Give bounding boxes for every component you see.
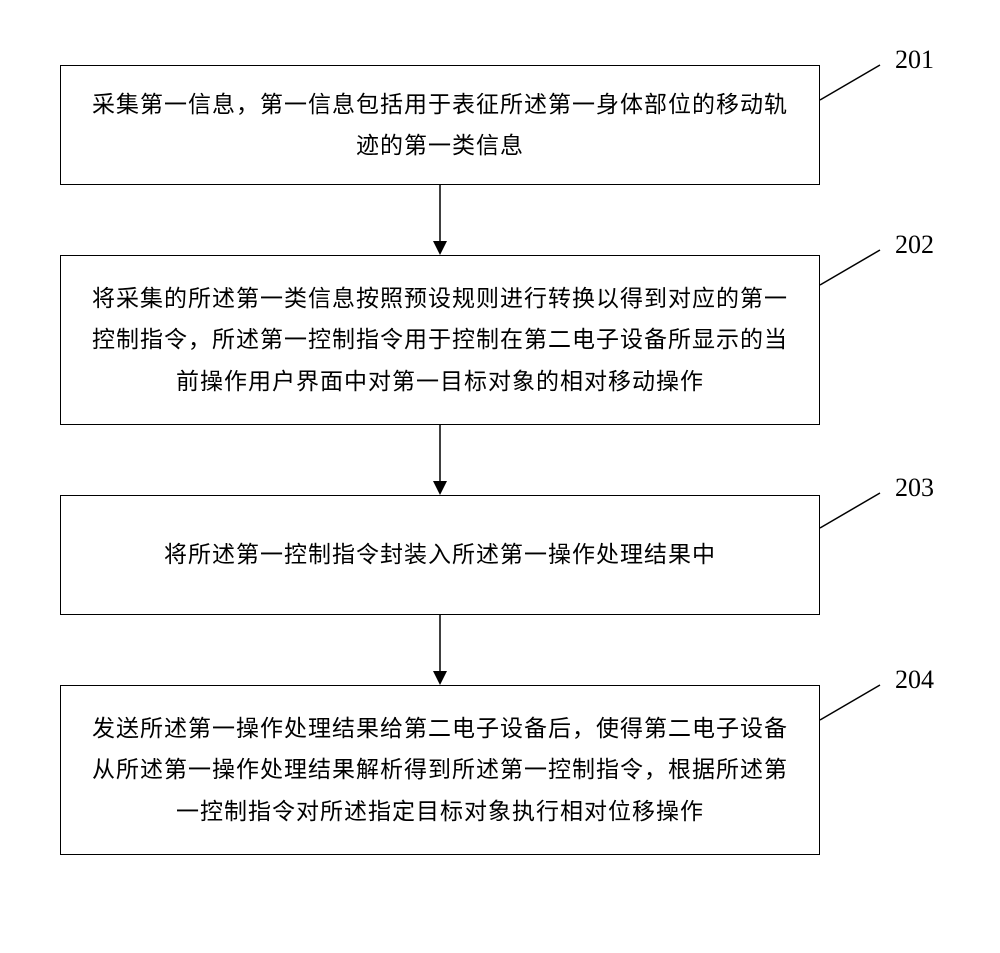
flow-label-4: 204: [895, 665, 934, 695]
flow-node-2: 将采集的所述第一类信息按照预设规则进行转换以得到对应的第一控制指令，所述第一控制…: [60, 255, 820, 425]
flow-node-3: 将所述第一控制指令封装入所述第一操作处理结果中: [60, 495, 820, 615]
flow-node-2-text: 将采集的所述第一类信息按照预设规则进行转换以得到对应的第一控制指令，所述第一控制…: [91, 278, 789, 402]
flow-label-1: 201: [895, 45, 934, 75]
arrow-2-3: [60, 425, 820, 495]
flow-node-4: 发送所述第一操作处理结果给第二电子设备后，使得第二电子设备从所述第一操作处理结果…: [60, 685, 820, 855]
flow-node-4-text: 发送所述第一操作处理结果给第二电子设备后，使得第二电子设备从所述第一操作处理结果…: [91, 708, 789, 832]
flow-node-3-text: 将所述第一控制指令封装入所述第一操作处理结果中: [164, 534, 716, 575]
flow-node-1: 采集第一信息，第一信息包括用于表征所述第一身体部位的移动轨迹的第一类信息: [60, 65, 820, 185]
flowchart-container: 采集第一信息，第一信息包括用于表征所述第一身体部位的移动轨迹的第一类信息 201…: [60, 65, 940, 855]
flow-label-2: 202: [895, 230, 934, 260]
arrow-3-4: [60, 615, 820, 685]
arrow-1-2: [60, 185, 820, 255]
flow-label-3: 203: [895, 473, 934, 503]
flow-node-1-text: 采集第一信息，第一信息包括用于表征所述第一身体部位的移动轨迹的第一类信息: [91, 84, 789, 167]
